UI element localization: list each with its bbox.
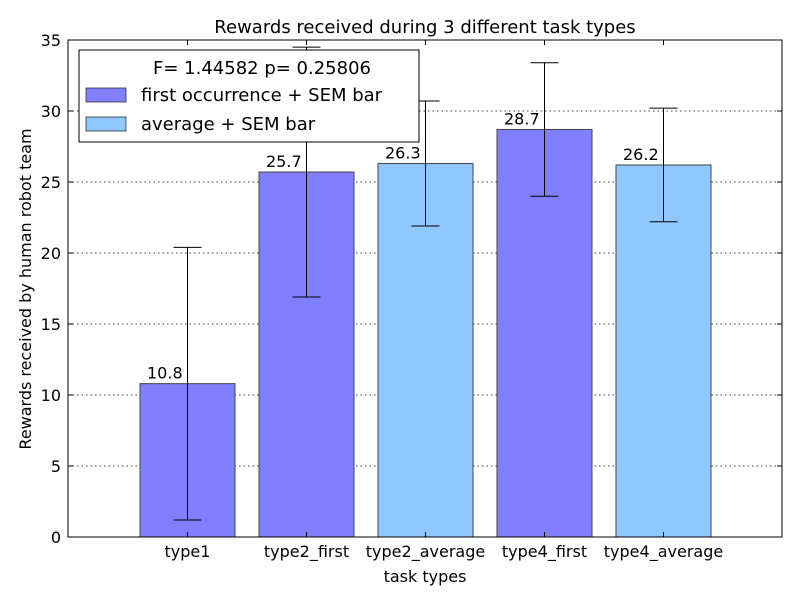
y-tick-label: 35 <box>41 31 61 50</box>
y-tick-label: 25 <box>41 173 61 192</box>
chart-title: Rewards received during 3 different task… <box>214 17 635 38</box>
bar <box>496 128 593 538</box>
data-labels: 10.8 25.7 26.3 28.7 26.2 <box>147 109 659 382</box>
data-label: 25.7 <box>266 152 302 171</box>
x-axis-ticks: type1 type2_first type2_average type4_first… <box>165 40 723 562</box>
legend-label-first: first occurrence + SEM bar <box>141 85 383 106</box>
x-tick-label: type4_first <box>502 542 587 562</box>
y-tick-label: 0 <box>51 528 61 547</box>
y-tick-label: 10 <box>41 386 61 405</box>
y-tick-label: 15 <box>41 315 61 334</box>
bar <box>615 164 712 538</box>
x-tick-label: type2_average <box>366 542 485 562</box>
y-tick-label: 30 <box>41 102 61 121</box>
data-label: 26.2 <box>623 145 659 164</box>
legend-annotation: F= 1.44582 p= 0.25806 <box>153 58 371 79</box>
data-label: 28.7 <box>504 109 540 128</box>
y-tick-label: 20 <box>41 244 61 263</box>
x-tick-label: type1 <box>165 542 211 561</box>
y-axis-label: Rewards received by human robot team <box>16 128 35 449</box>
x-tick-label: type2_first <box>264 542 349 562</box>
y-axis-ticks: 0 5 10 15 20 25 30 35 <box>41 31 782 547</box>
legend-label-average: average + SEM bar <box>141 114 316 135</box>
y-tick-label: 5 <box>51 457 61 476</box>
data-label: 26.3 <box>385 144 421 163</box>
x-axis-label: task types <box>384 567 467 586</box>
x-tick-label: type4_average <box>604 542 723 562</box>
legend-swatch-average <box>85 116 127 132</box>
legend-box <box>78 49 420 143</box>
data-label: 10.8 <box>147 364 183 383</box>
legend-swatch-first <box>85 87 127 103</box>
legend: F= 1.44582 p= 0.25806 first occurrence +… <box>78 49 420 143</box>
